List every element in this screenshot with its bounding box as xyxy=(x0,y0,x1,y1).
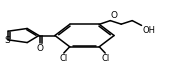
Text: O: O xyxy=(36,44,43,53)
Text: Cl: Cl xyxy=(101,54,109,63)
Text: Cl: Cl xyxy=(60,54,68,63)
Text: OH: OH xyxy=(142,26,155,35)
Text: S: S xyxy=(5,36,10,45)
Text: O: O xyxy=(111,11,118,20)
